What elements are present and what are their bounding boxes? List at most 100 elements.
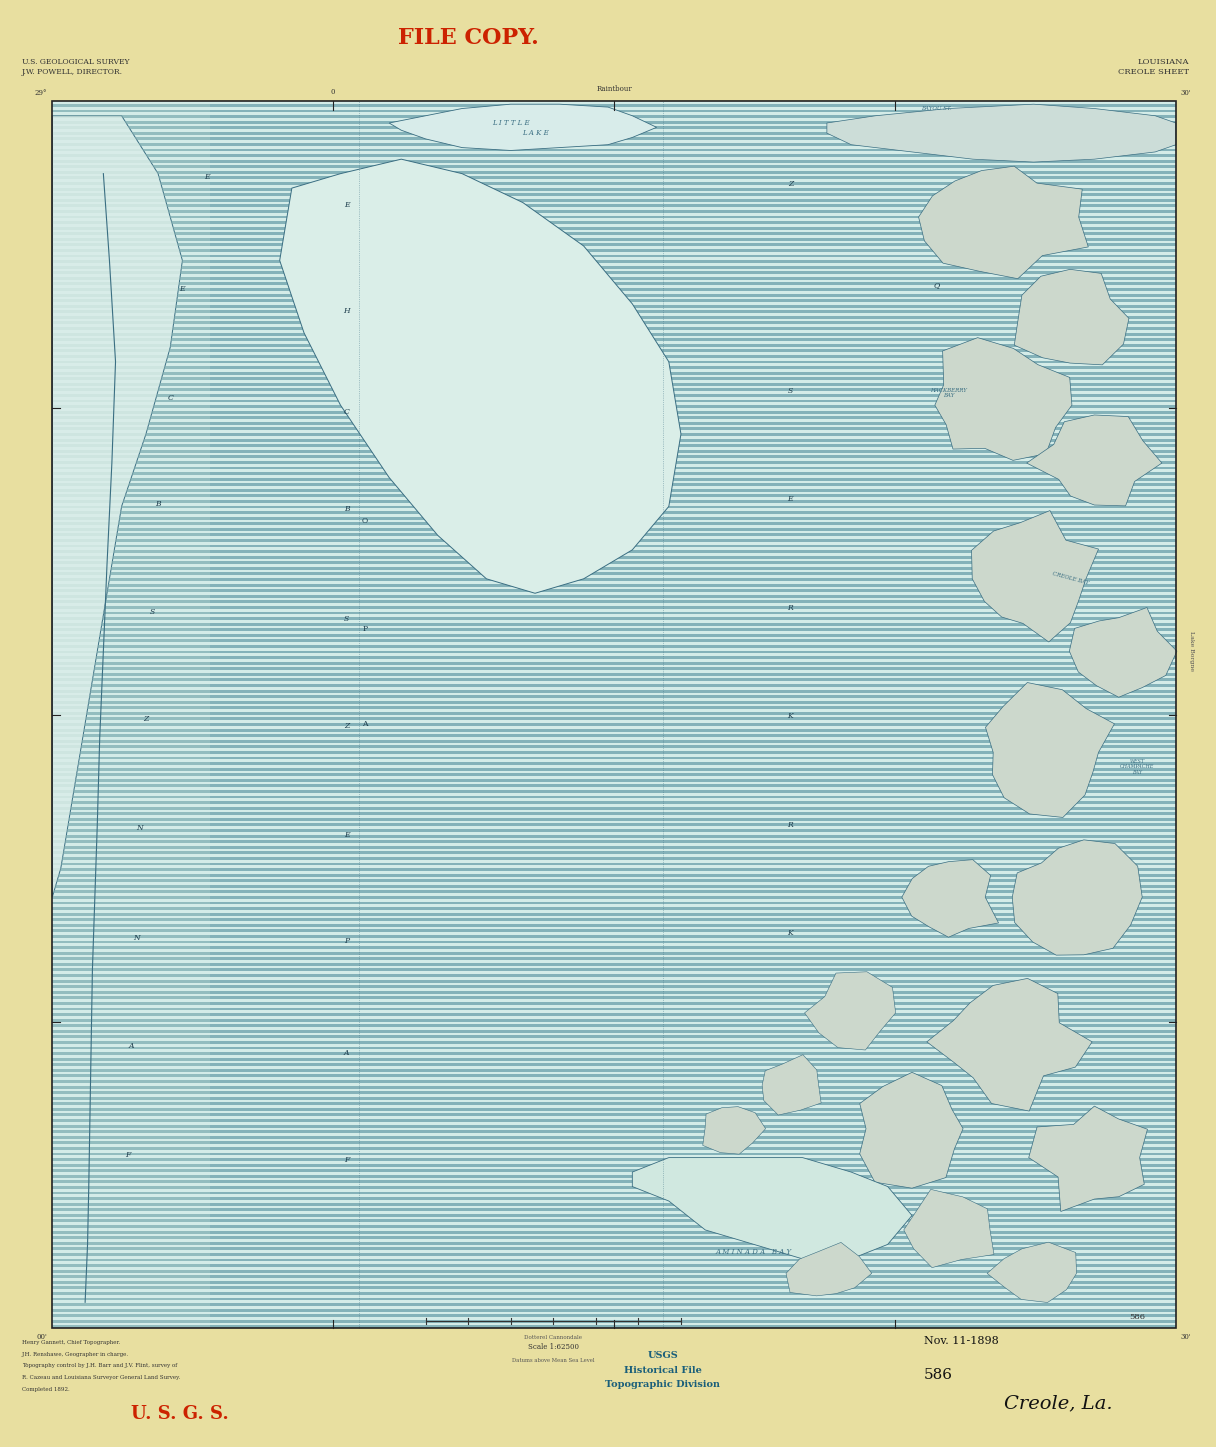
Polygon shape bbox=[1012, 839, 1142, 955]
Bar bbox=[52, 349, 1176, 352]
Bar bbox=[52, 1153, 210, 1156]
Bar bbox=[52, 456, 210, 459]
Text: Z: Z bbox=[143, 715, 148, 724]
Bar bbox=[52, 616, 1176, 619]
Bar bbox=[52, 104, 1176, 107]
Bar bbox=[52, 929, 210, 932]
Bar bbox=[52, 829, 1176, 832]
Text: LOUISIANA: LOUISIANA bbox=[1138, 58, 1189, 67]
Bar bbox=[52, 1091, 1176, 1094]
Bar bbox=[52, 1181, 210, 1184]
Bar bbox=[52, 880, 1176, 883]
Bar bbox=[52, 321, 1176, 324]
Bar bbox=[52, 612, 1176, 615]
Bar bbox=[52, 198, 1176, 201]
Bar bbox=[52, 958, 1176, 961]
Text: Scale 1:62500: Scale 1:62500 bbox=[528, 1343, 579, 1351]
Polygon shape bbox=[786, 1243, 872, 1297]
Text: 00': 00' bbox=[36, 1333, 47, 1341]
Bar bbox=[52, 155, 210, 158]
Bar bbox=[52, 260, 210, 263]
Bar bbox=[52, 651, 210, 654]
Bar bbox=[52, 583, 1176, 586]
Bar bbox=[52, 1308, 1176, 1311]
Bar bbox=[52, 601, 1176, 603]
Bar bbox=[52, 126, 210, 129]
Bar bbox=[52, 679, 210, 682]
Bar bbox=[52, 1030, 210, 1033]
Bar bbox=[52, 433, 210, 436]
Bar bbox=[52, 1242, 210, 1244]
Bar bbox=[52, 573, 1176, 576]
Bar bbox=[52, 1114, 1176, 1117]
Text: J.W. POWELL, DIRECTOR.: J.W. POWELL, DIRECTOR. bbox=[22, 68, 123, 77]
Bar bbox=[52, 388, 1176, 391]
Polygon shape bbox=[1014, 269, 1128, 365]
Bar bbox=[52, 763, 1176, 765]
Bar bbox=[52, 919, 1176, 922]
Bar bbox=[52, 980, 210, 983]
Bar bbox=[52, 757, 210, 760]
Bar bbox=[52, 194, 1176, 197]
Text: U.S. GEOLOGICAL SURVEY: U.S. GEOLOGICAL SURVEY bbox=[22, 58, 129, 67]
Bar bbox=[52, 1064, 1176, 1066]
Bar bbox=[52, 606, 1176, 609]
Bar bbox=[52, 1147, 210, 1150]
Bar bbox=[52, 126, 1176, 129]
Text: R: R bbox=[788, 603, 793, 612]
Bar bbox=[52, 177, 210, 179]
Bar bbox=[52, 1124, 210, 1127]
Bar bbox=[52, 1108, 210, 1111]
Bar bbox=[52, 540, 1176, 543]
Polygon shape bbox=[827, 104, 1176, 162]
Polygon shape bbox=[389, 104, 657, 150]
Bar bbox=[52, 628, 210, 631]
Text: Nov. 11-1898: Nov. 11-1898 bbox=[924, 1337, 998, 1346]
Bar bbox=[52, 1124, 1176, 1127]
Text: E: E bbox=[204, 172, 209, 181]
Text: R. Cazeau and Louisiana Surveyor General Land Survey.: R. Cazeau and Louisiana Surveyor General… bbox=[22, 1375, 180, 1380]
Bar bbox=[52, 829, 210, 832]
Text: Datums above Mean Sea Level: Datums above Mean Sea Level bbox=[512, 1357, 595, 1363]
Text: P: P bbox=[344, 936, 349, 945]
Bar bbox=[52, 952, 210, 955]
Polygon shape bbox=[902, 860, 998, 938]
Bar bbox=[52, 884, 1176, 887]
Bar bbox=[52, 1052, 210, 1055]
Polygon shape bbox=[805, 972, 896, 1051]
Bar bbox=[52, 255, 210, 258]
Bar bbox=[52, 1079, 210, 1082]
Bar bbox=[52, 690, 210, 693]
Bar bbox=[52, 952, 1176, 955]
Bar bbox=[52, 1069, 1176, 1072]
Bar bbox=[52, 935, 1176, 938]
Bar bbox=[52, 327, 1176, 330]
Bar bbox=[52, 884, 210, 887]
Bar bbox=[52, 962, 1176, 965]
Bar bbox=[52, 968, 210, 971]
Bar bbox=[52, 550, 210, 553]
Bar bbox=[52, 1001, 1176, 1004]
Bar bbox=[52, 450, 1176, 453]
Bar bbox=[52, 132, 1176, 135]
Bar bbox=[52, 802, 210, 805]
Bar bbox=[52, 210, 1176, 213]
Bar bbox=[52, 450, 210, 453]
Bar bbox=[52, 1007, 210, 1010]
Bar bbox=[52, 315, 210, 318]
Bar bbox=[52, 1097, 210, 1100]
Bar bbox=[52, 667, 210, 670]
Bar bbox=[52, 1286, 1176, 1289]
Bar bbox=[52, 528, 210, 531]
Bar bbox=[52, 216, 1176, 218]
Polygon shape bbox=[52, 116, 182, 897]
Bar bbox=[52, 315, 1176, 318]
Bar bbox=[52, 427, 210, 430]
Bar bbox=[52, 1202, 210, 1205]
Text: BAY: BAY bbox=[942, 392, 955, 398]
Bar bbox=[52, 489, 210, 492]
Bar bbox=[52, 1052, 1176, 1055]
Text: C: C bbox=[168, 394, 173, 402]
Bar bbox=[52, 501, 1176, 504]
Bar bbox=[52, 522, 1176, 525]
